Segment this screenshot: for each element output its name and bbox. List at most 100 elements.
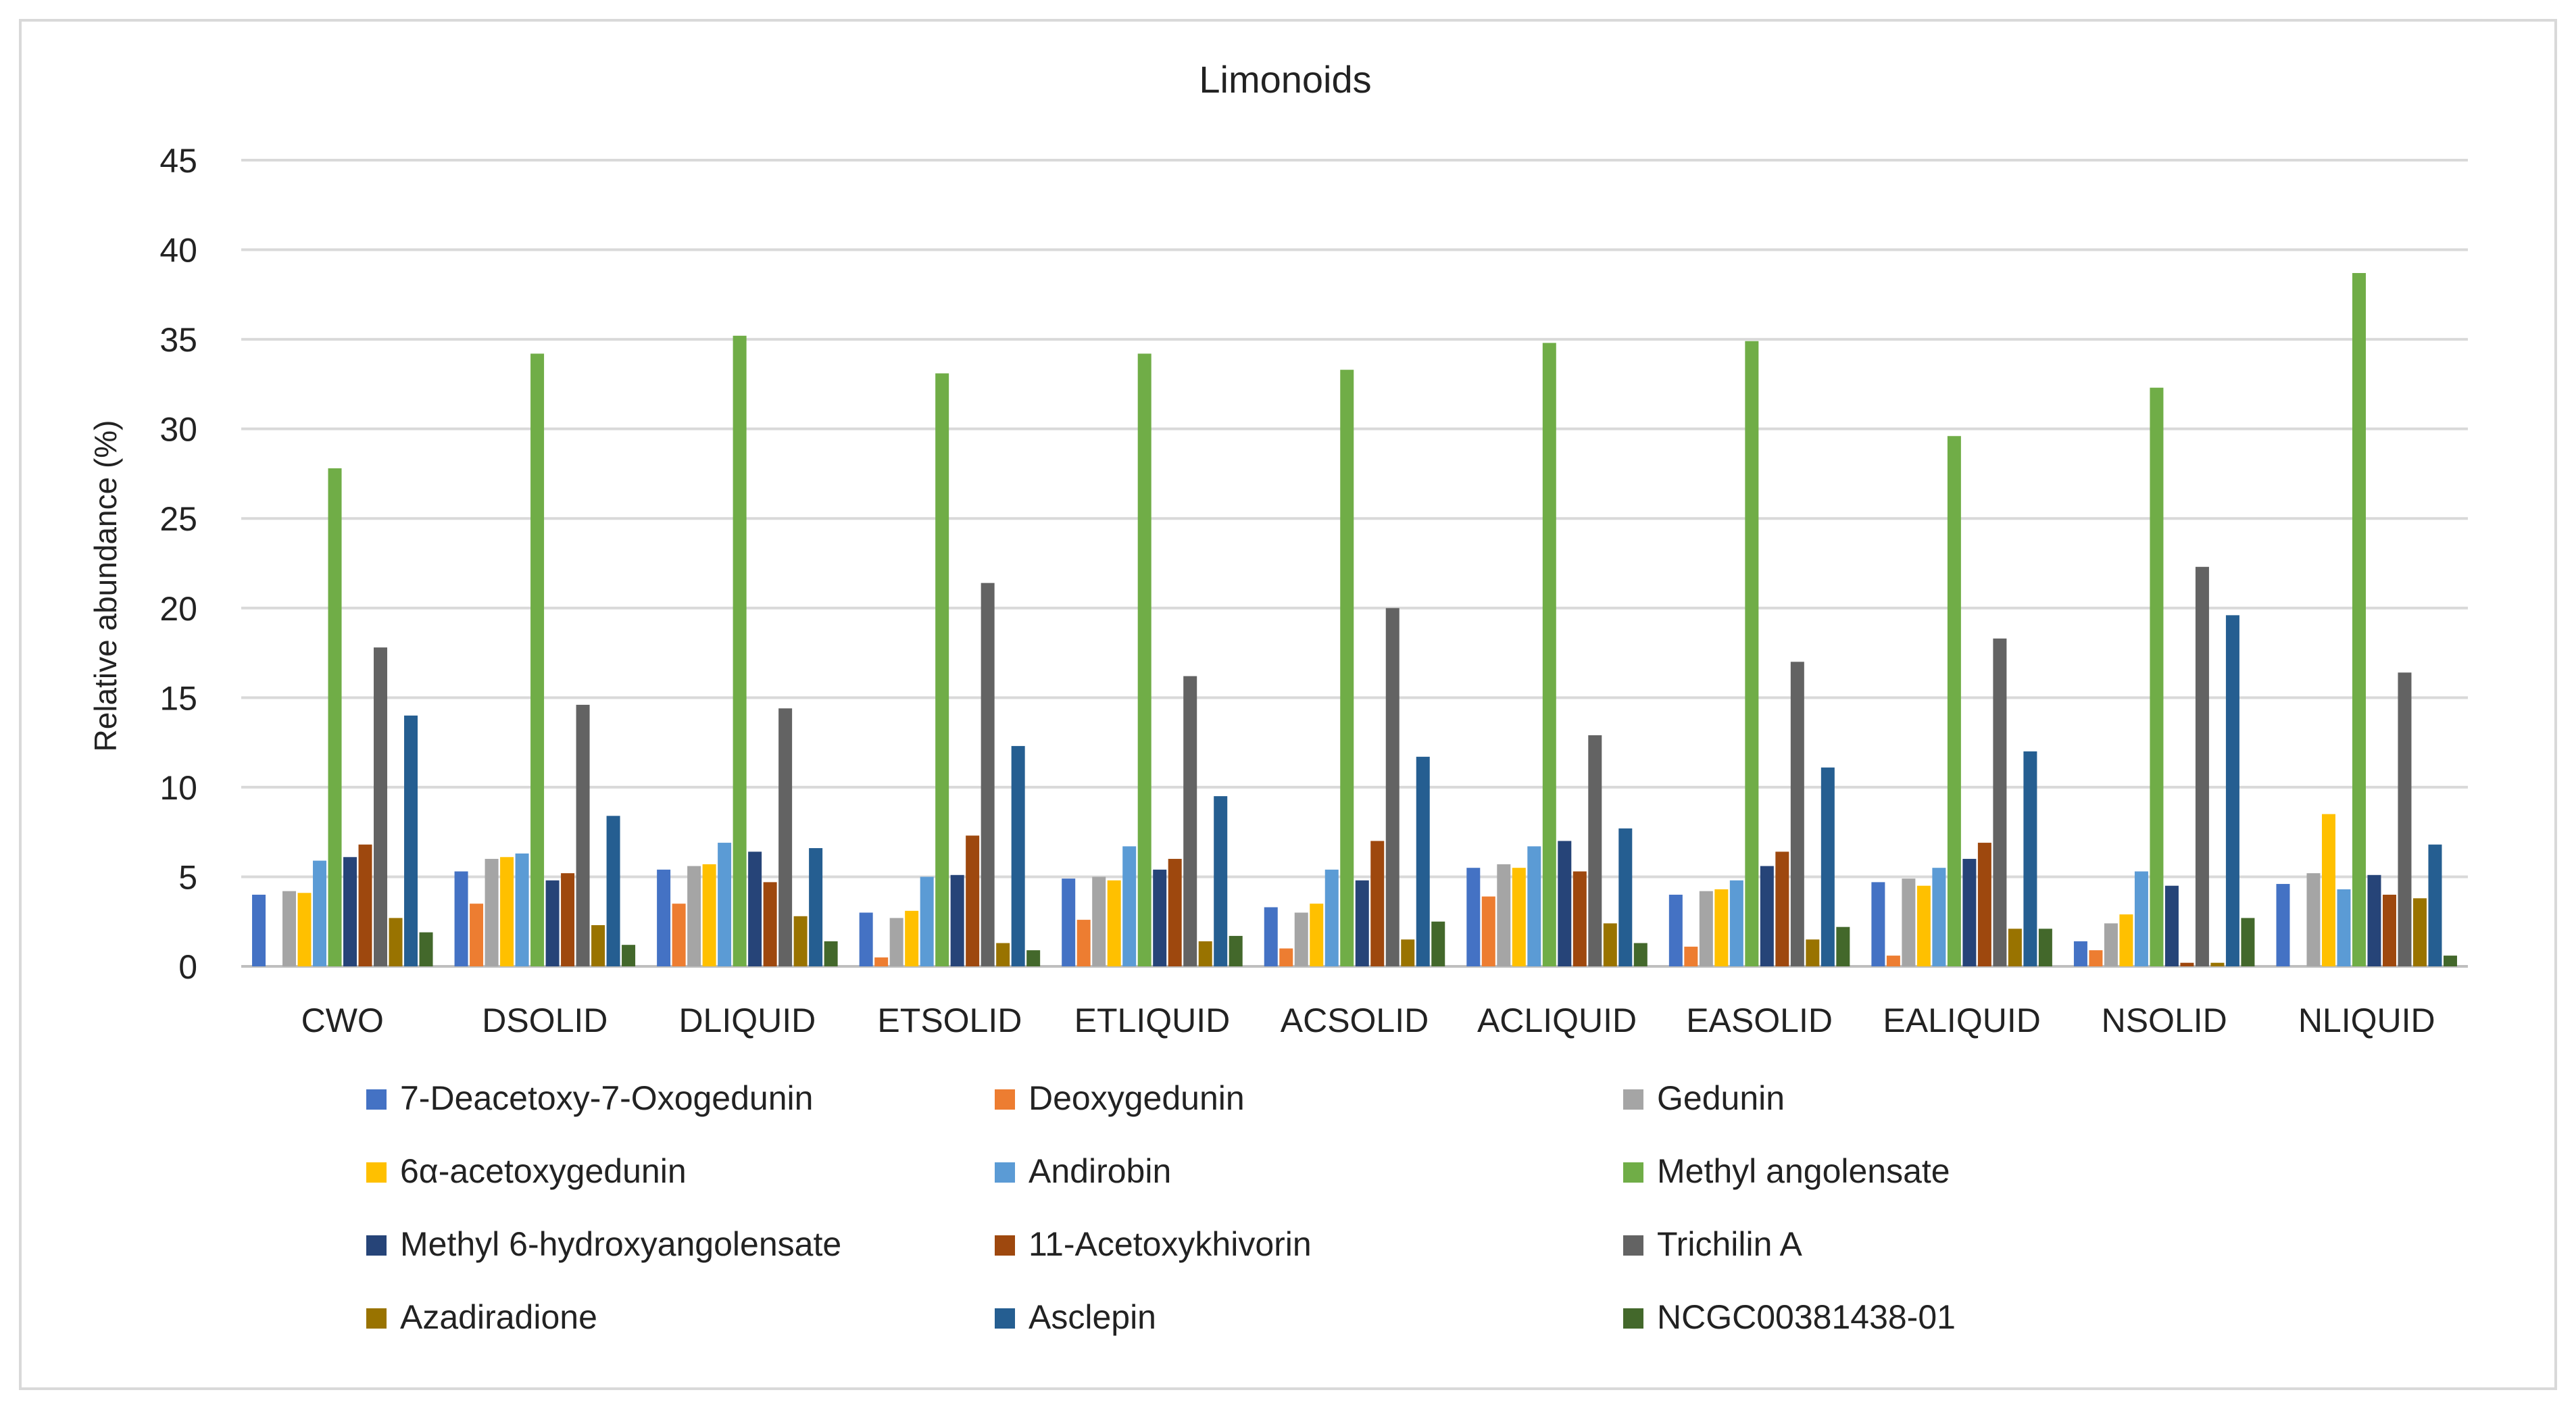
bar	[2164, 885, 2179, 966]
y-tick-label: 20	[159, 590, 197, 628]
bar	[1183, 676, 1197, 966]
bar	[1214, 796, 1228, 966]
x-tick-label: NLIQUID	[2298, 1002, 2435, 1039]
y-tick-label: 15	[159, 679, 197, 717]
bar	[1806, 939, 1820, 966]
bar	[343, 857, 357, 966]
bar	[576, 704, 590, 966]
bar	[1168, 858, 1182, 966]
bar	[1310, 904, 1324, 966]
bar	[1871, 882, 1885, 966]
x-tick-label: EALIQUID	[1883, 1002, 2040, 1039]
bar	[1229, 935, 1243, 966]
legend-swatch	[995, 1235, 1015, 1256]
bar	[996, 943, 1010, 966]
bar	[1122, 846, 1137, 966]
x-tick-label: DLIQUID	[678, 1002, 816, 1039]
legend-label: Andirobin	[1029, 1152, 1171, 1190]
bar	[1137, 353, 1151, 966]
legend-swatch	[995, 1089, 1015, 1110]
bar	[1618, 828, 1633, 966]
x-tick-label: ACSOLID	[1281, 1002, 1429, 1039]
bar	[1836, 926, 1850, 966]
bar	[2412, 898, 2427, 966]
bar	[1572, 871, 1587, 966]
bar	[404, 715, 418, 966]
y-tick-label: 40	[159, 232, 197, 270]
bar	[718, 843, 732, 966]
bar	[545, 880, 560, 966]
bar	[454, 871, 468, 966]
bar	[1729, 880, 1743, 966]
bar	[2382, 894, 2396, 966]
x-tick-label: DSOLID	[482, 1002, 608, 1039]
bar	[252, 894, 266, 966]
legend-label: 11-Acetoxykhivorin	[1029, 1225, 1312, 1263]
bar	[1264, 907, 1278, 966]
bar	[2089, 950, 2103, 966]
bar	[1902, 879, 1916, 966]
bar	[2038, 929, 2052, 966]
bar	[1370, 841, 1385, 966]
bar	[2023, 751, 2037, 966]
bar	[1558, 841, 1572, 966]
bar	[1542, 343, 1556, 966]
bar	[950, 874, 964, 966]
y-tick-label: 45	[159, 142, 197, 180]
bar	[1588, 735, 1602, 966]
legend-label: Deoxygedunin	[1029, 1079, 1245, 1117]
bar	[1198, 941, 1212, 966]
bar	[2321, 814, 2335, 966]
bar	[2337, 889, 2351, 966]
bar	[1962, 858, 1977, 966]
bar	[859, 912, 873, 966]
legend-label: NCGC00381438-01	[1657, 1298, 1956, 1336]
bar	[2352, 273, 2366, 966]
legend-swatch	[366, 1089, 387, 1110]
bar	[1699, 891, 1713, 966]
bar	[1977, 843, 1991, 966]
bar	[470, 904, 484, 966]
bar	[1466, 868, 1481, 966]
bar	[1355, 880, 1369, 966]
bar	[1416, 756, 1430, 966]
bar	[2119, 914, 2133, 966]
bar	[889, 918, 903, 966]
legend-label: Trichilin A	[1657, 1225, 1803, 1263]
bar	[419, 932, 433, 966]
bar	[2195, 566, 2209, 966]
bar	[2008, 929, 2022, 966]
x-tick-label: ACLIQUID	[1477, 1002, 1637, 1039]
bar	[1932, 868, 1946, 966]
bar	[1714, 889, 1729, 966]
bar	[1745, 341, 1759, 966]
bar	[905, 910, 919, 966]
x-tick-label: EASOLID	[1686, 1002, 1833, 1039]
bar	[1947, 436, 1961, 966]
bar	[1886, 956, 1900, 966]
bar	[561, 873, 575, 966]
bar	[1993, 638, 2007, 966]
legend-label: Methyl 6-hydroxyangolensate	[400, 1225, 841, 1263]
gridlines	[241, 159, 2468, 968]
y-tick-label: 0	[178, 948, 197, 986]
bar-chart: Limonoids Relative abundance (%) 0 5 10 15 2…	[88, 58, 2468, 1336]
bar	[485, 858, 499, 966]
bar	[374, 647, 388, 966]
bar	[2225, 615, 2239, 966]
bar	[500, 857, 514, 966]
bar	[1279, 948, 1293, 966]
bar	[657, 869, 671, 966]
legend-label: Azadiradione	[400, 1298, 597, 1336]
bar	[2276, 884, 2290, 966]
bar	[1512, 868, 1526, 966]
y-tick-label: 30	[159, 411, 197, 449]
bar	[530, 353, 545, 966]
bar	[1481, 896, 1495, 966]
bar	[1340, 370, 1354, 966]
legend-label: Methyl angolensate	[1657, 1152, 1950, 1190]
bar	[2073, 941, 2087, 966]
legend-swatch	[1623, 1162, 1643, 1183]
legend-swatch	[995, 1162, 1015, 1183]
bar	[935, 373, 949, 966]
